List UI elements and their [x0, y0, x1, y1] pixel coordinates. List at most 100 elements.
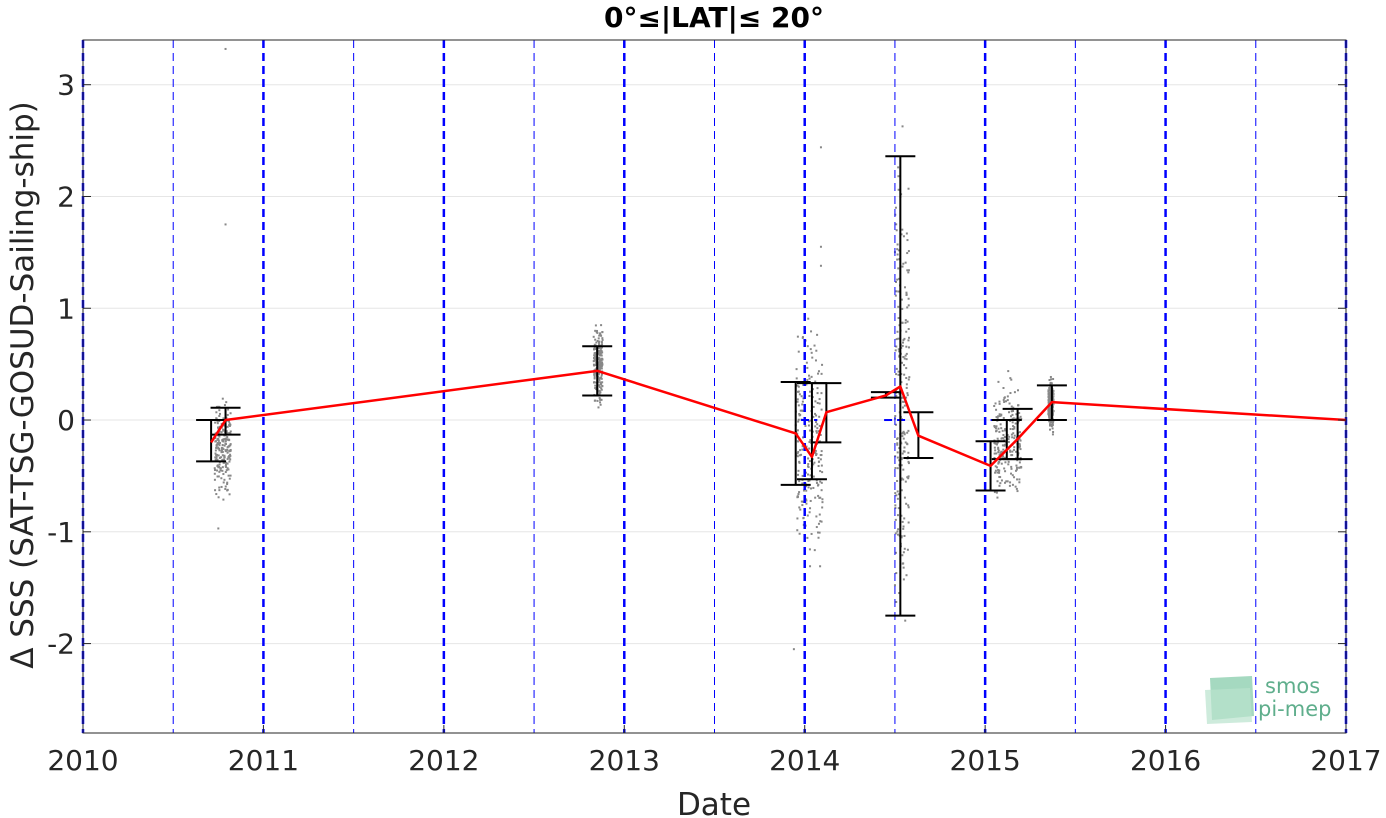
scatter-point — [897, 175, 900, 178]
scatter-point — [901, 307, 904, 310]
scatter-point — [820, 408, 823, 411]
scatter-point — [997, 449, 1000, 452]
scatter-point — [600, 341, 603, 344]
scatter-point — [593, 381, 596, 384]
scatter-point — [1047, 393, 1050, 396]
scatter-point — [228, 456, 231, 459]
scatter-point — [817, 430, 820, 433]
scatter-point — [1008, 411, 1011, 414]
scatter-point — [1018, 481, 1021, 484]
scatter-point — [817, 465, 820, 468]
scatter-point — [214, 458, 217, 461]
scatter-point — [895, 373, 898, 376]
tick-layer: -2 -1 0 1 2 3 2010 2011 2012 2013 2014 2015 2016 2017 — [47, 69, 1382, 777]
scatter-point — [598, 349, 601, 352]
scatter-point — [228, 438, 231, 441]
scatter-point — [598, 378, 601, 381]
scatter-point — [900, 464, 903, 467]
scatter-point — [601, 331, 604, 334]
scatter-point — [897, 337, 900, 340]
scatter-point — [905, 358, 908, 361]
scatter-point — [895, 600, 898, 603]
scatter-point — [1018, 446, 1021, 449]
scatter-point — [1017, 417, 1020, 420]
scatter-point — [228, 455, 231, 458]
scatter-point — [598, 350, 601, 353]
scatter-point — [600, 374, 603, 377]
scatter-point — [805, 498, 808, 501]
scatter-point — [903, 547, 906, 550]
scatter-point — [901, 406, 904, 409]
scatter-point — [1003, 397, 1006, 400]
scatter-point — [599, 398, 602, 401]
scatter-point — [807, 424, 810, 427]
scatter-point — [801, 336, 804, 339]
scatter-point — [800, 500, 803, 503]
scatter-point — [1048, 410, 1051, 413]
scatter-point — [1019, 439, 1022, 442]
x-tick-label: 2017 — [1310, 744, 1381, 777]
scatter-point — [900, 535, 903, 538]
scatter-point — [895, 229, 898, 232]
scatter-point — [893, 584, 896, 587]
scatter-point — [218, 435, 221, 438]
scatter-point — [901, 125, 904, 128]
scatter-outlier-point — [819, 245, 822, 248]
scatter-point — [806, 345, 809, 348]
scatter-point — [897, 166, 900, 169]
scatter-point — [901, 400, 904, 403]
scatter-point — [907, 328, 910, 331]
scatter-point — [904, 480, 907, 483]
scatter-point — [1001, 444, 1004, 447]
scatter-point — [1052, 399, 1055, 402]
scatter-point — [601, 358, 604, 361]
scatter-point — [796, 517, 799, 520]
scatter-point — [907, 504, 910, 507]
scatter-point — [993, 426, 996, 429]
scatter-point — [222, 448, 225, 451]
scatter-point — [801, 403, 804, 406]
scatter-point — [896, 253, 899, 256]
scatter-point — [998, 475, 1001, 478]
scatter-point — [903, 357, 906, 360]
scatter-point — [805, 499, 808, 502]
scatter-point — [896, 467, 899, 470]
scatter-point — [1049, 394, 1052, 397]
scatter-point — [998, 413, 1001, 416]
scatter-point — [812, 415, 815, 418]
y-tick-label: -2 — [47, 628, 75, 661]
scatter-point — [817, 494, 820, 497]
scatter-point — [594, 348, 597, 351]
scatter-point — [801, 448, 804, 451]
scatter-point — [1049, 375, 1052, 378]
scatter-point — [818, 415, 821, 418]
scatter-point — [599, 362, 602, 365]
scatter-point — [997, 427, 1000, 430]
scatter-point — [816, 392, 819, 395]
scatter-point — [801, 474, 804, 477]
y-axis-title: Δ SSS (SAT-TSG-GOSUD-Sailing-ship) — [5, 101, 41, 669]
scatter-point — [1048, 401, 1051, 404]
scatter-point — [807, 457, 810, 460]
scatter-point — [218, 470, 221, 473]
scatter-point — [820, 481, 823, 484]
scatter-point — [601, 338, 604, 341]
scatter-point — [807, 480, 810, 483]
scatter-point — [995, 491, 998, 494]
scatter-point — [229, 458, 232, 461]
scatter-point — [820, 392, 823, 395]
scatter-point — [1011, 417, 1014, 420]
scatter-point — [219, 467, 222, 470]
scatter-point — [804, 424, 807, 427]
scatter-point — [1015, 417, 1018, 420]
scatter-point — [902, 450, 905, 453]
scatter-point — [797, 385, 800, 388]
scatter-point — [1000, 414, 1003, 417]
scatter-point — [894, 532, 897, 535]
scatter-point — [994, 402, 997, 405]
scatter-point — [904, 286, 907, 289]
scatter-point — [900, 457, 903, 460]
scatter-point — [224, 463, 227, 466]
scatter-point — [901, 435, 904, 438]
scatter-point — [593, 343, 596, 346]
